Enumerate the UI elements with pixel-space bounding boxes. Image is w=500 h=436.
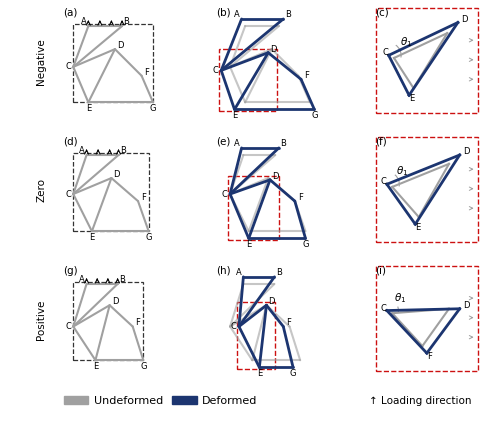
Text: A: A bbox=[234, 139, 240, 148]
Text: C: C bbox=[65, 62, 71, 72]
Text: G: G bbox=[146, 233, 152, 242]
Legend: Undeformed, Deformed: Undeformed, Deformed bbox=[60, 391, 262, 410]
Text: E: E bbox=[90, 233, 94, 242]
Text: D: D bbox=[114, 170, 120, 179]
Text: (c): (c) bbox=[374, 8, 388, 17]
Text: C: C bbox=[213, 66, 219, 75]
Text: C: C bbox=[382, 48, 388, 57]
Text: C: C bbox=[380, 303, 386, 313]
Text: G: G bbox=[140, 362, 146, 371]
Text: G: G bbox=[290, 369, 296, 378]
Text: C: C bbox=[380, 177, 386, 186]
Text: B: B bbox=[285, 10, 290, 19]
Text: (g): (g) bbox=[63, 266, 78, 276]
Text: (f): (f) bbox=[374, 136, 386, 146]
Text: B: B bbox=[276, 268, 282, 277]
Text: C: C bbox=[230, 322, 236, 331]
Text: A: A bbox=[236, 268, 242, 277]
Text: (b): (b) bbox=[216, 8, 230, 17]
Text: $\theta_1$: $\theta_1$ bbox=[400, 36, 412, 49]
Text: E: E bbox=[86, 104, 91, 113]
Text: $\theta_1$: $\theta_1$ bbox=[394, 292, 406, 306]
Text: Negative: Negative bbox=[36, 38, 46, 85]
Text: D: D bbox=[268, 297, 275, 306]
Text: A: A bbox=[81, 17, 87, 26]
Text: D: D bbox=[462, 15, 468, 24]
Text: E: E bbox=[232, 111, 237, 120]
Text: D: D bbox=[117, 41, 123, 50]
Text: F: F bbox=[136, 318, 140, 327]
Text: E: E bbox=[409, 95, 414, 103]
Text: E: E bbox=[93, 362, 98, 371]
Text: E: E bbox=[416, 223, 420, 232]
Text: (h): (h) bbox=[216, 266, 230, 276]
Text: D: D bbox=[463, 147, 469, 156]
Text: (e): (e) bbox=[216, 136, 230, 146]
Text: F: F bbox=[144, 68, 150, 77]
Text: D: D bbox=[272, 172, 278, 181]
Text: G: G bbox=[311, 111, 318, 120]
Text: E: E bbox=[256, 369, 262, 378]
Text: C: C bbox=[65, 322, 71, 331]
Text: A: A bbox=[80, 275, 85, 284]
Text: (d): (d) bbox=[63, 136, 78, 146]
Text: G: G bbox=[150, 104, 156, 113]
Text: F: F bbox=[298, 193, 302, 202]
Text: A: A bbox=[234, 10, 240, 19]
Text: Positive: Positive bbox=[36, 299, 46, 340]
Text: A: A bbox=[80, 146, 85, 155]
Text: B: B bbox=[119, 275, 125, 284]
Text: C: C bbox=[65, 190, 71, 198]
Text: D: D bbox=[270, 44, 277, 54]
Text: E: E bbox=[246, 240, 252, 249]
Text: F: F bbox=[141, 193, 146, 202]
Text: Zero: Zero bbox=[36, 178, 46, 202]
Text: D: D bbox=[112, 297, 118, 306]
Text: G: G bbox=[302, 240, 308, 249]
Text: F: F bbox=[286, 318, 291, 327]
Text: B: B bbox=[120, 146, 126, 155]
Text: (a): (a) bbox=[63, 8, 77, 17]
Text: (i): (i) bbox=[374, 266, 386, 276]
Text: D: D bbox=[463, 301, 469, 310]
Text: F: F bbox=[427, 352, 432, 361]
Text: B: B bbox=[124, 17, 130, 26]
Text: C: C bbox=[222, 190, 228, 198]
Text: ↑ Loading direction: ↑ Loading direction bbox=[369, 395, 472, 405]
Text: F: F bbox=[304, 71, 309, 80]
Text: $\theta_1$: $\theta_1$ bbox=[396, 164, 408, 178]
Text: B: B bbox=[280, 139, 286, 148]
